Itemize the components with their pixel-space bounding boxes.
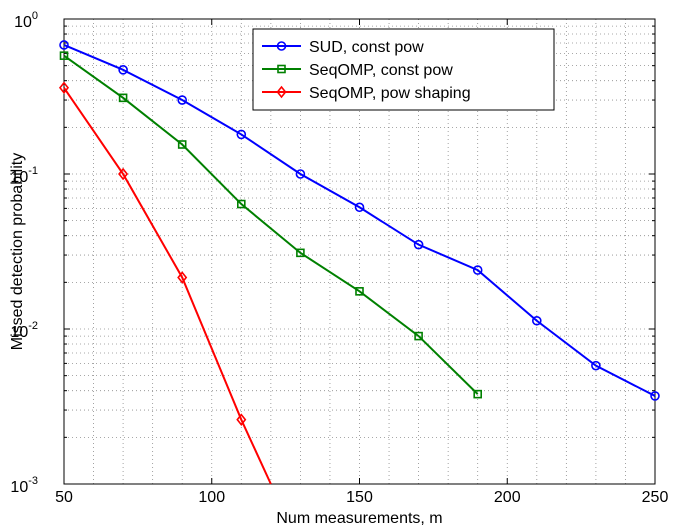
data-point-1 — [472, 265, 483, 275]
x-tick-label: 250 — [642, 489, 669, 506]
data-point-2 — [355, 287, 364, 296]
data-point-3 — [118, 167, 129, 181]
legend-entry-3: SeqOMP, pow shaping — [262, 85, 471, 102]
x-axis-label: Num measurements, m — [276, 510, 442, 527]
x-tick-label: 100 — [198, 489, 225, 506]
legend-swatch-marker — [277, 64, 286, 74]
data-point-2 — [296, 248, 305, 258]
legend-swatch-marker — [276, 41, 287, 51]
y-tick-label: 10-2 — [10, 320, 38, 341]
legend-swatch-marker — [276, 85, 287, 99]
series-layer — [58, 40, 660, 485]
y-tick-label: 10-3 — [10, 475, 38, 496]
legend-label-3: SeqOMP, pow shaping — [309, 85, 471, 102]
data-point-2 — [118, 93, 128, 103]
data-point-1 — [236, 129, 247, 140]
axis-ticks: 50 100 150 200 250 10-3 10-2 10-1 100 — [10, 10, 668, 506]
x-tick-label: 200 — [494, 489, 521, 506]
data-point-2 — [414, 331, 423, 341]
series-1 — [59, 40, 660, 401]
data-point-1 — [177, 95, 187, 105]
x-tick-label: 150 — [346, 489, 373, 506]
data-point-2 — [473, 389, 483, 399]
x-tick-label: 50 — [55, 489, 73, 506]
legend-label-1: SUD, const pow — [309, 39, 424, 56]
data-point-3 — [58, 81, 70, 95]
data-point-2 — [177, 140, 187, 149]
legend-entry-2: SeqOMP, const pow — [262, 62, 453, 79]
legend-label-2: SeqOMP, const pow — [309, 62, 453, 79]
data-point-1 — [413, 239, 424, 250]
data-point-3 — [177, 271, 188, 284]
data-point-1 — [531, 315, 542, 326]
series-2 — [59, 51, 483, 399]
data-point-2 — [237, 199, 246, 209]
legend-box — [252, 28, 555, 111]
data-point-1 — [650, 391, 660, 401]
series-3 — [58, 81, 272, 485]
series-line-3 — [63, 87, 272, 485]
series-line-1 — [63, 44, 656, 397]
data-point-1 — [295, 169, 306, 179]
grid-lines — [64, 19, 655, 484]
data-point-2 — [59, 51, 69, 60]
data-point-3 — [236, 413, 247, 426]
series-line-2 — [63, 54, 479, 395]
data-point-1 — [59, 40, 69, 50]
y-axis-label: Missed detection probability — [9, 153, 26, 350]
y-tick-label: 100 — [14, 10, 38, 31]
legend-entry-1: SUD, const pow — [262, 39, 424, 56]
data-point-1 — [591, 360, 601, 371]
y-tick-label: 10-1 — [10, 165, 38, 186]
legend: SUD, const pow SeqOMP, const pow SeqOMP, p… — [252, 28, 555, 111]
data-point-1 — [354, 202, 365, 213]
data-point-1 — [118, 65, 128, 75]
